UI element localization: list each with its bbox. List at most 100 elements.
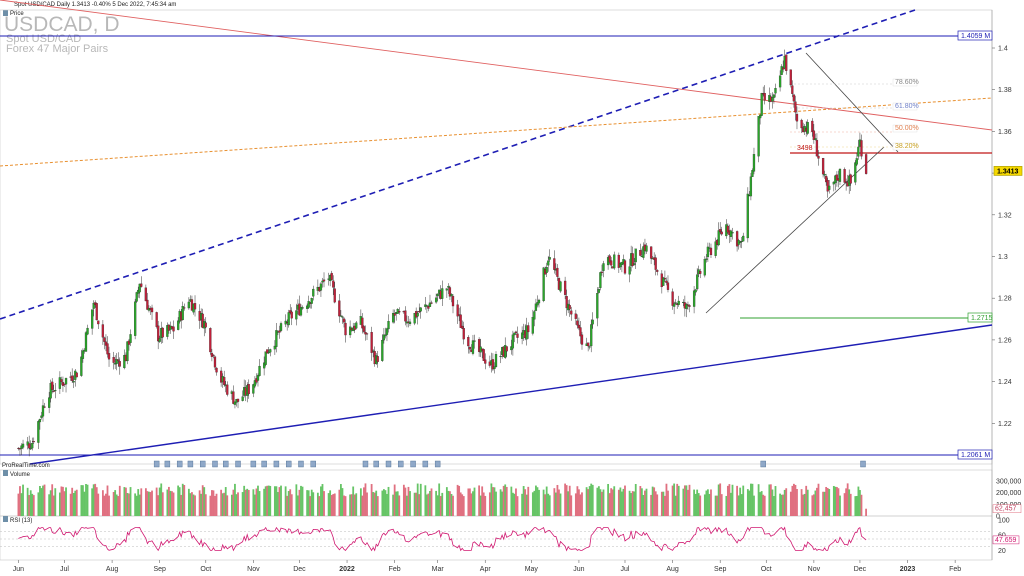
event-marker-icon[interactable]: [373, 460, 379, 468]
volume-bar: [714, 495, 717, 516]
volume-last-box: [992, 504, 1022, 513]
volume-series[interactable]: [17, 483, 867, 516]
volume-bar: [361, 495, 364, 516]
volume-bar: [395, 491, 398, 516]
event-marker-icon[interactable]: [410, 460, 416, 468]
long-term-dotted-line[interactable]: [0, 97, 993, 167]
volume-bar: [149, 492, 152, 516]
fibonacci-label-box: [892, 124, 918, 133]
candle-body: [789, 69, 792, 86]
event-marker-icon[interactable]: [176, 460, 183, 468]
candle-body: [812, 130, 815, 140]
event-marker-icon[interactable]: [285, 460, 292, 468]
volume-bar: [329, 490, 332, 516]
volume-bar: [742, 485, 745, 516]
volume-bar: [387, 486, 390, 516]
volume-bar: [94, 483, 97, 516]
volume-bar: [468, 488, 471, 516]
event-marker-icon[interactable]: [434, 460, 441, 468]
volume-bar: [277, 492, 279, 516]
event-marker-icon[interactable]: [760, 460, 766, 468]
candle-body: [599, 272, 602, 288]
volume-bar: [416, 483, 419, 516]
volume-bar: [490, 483, 493, 516]
candle-body: [161, 327, 164, 338]
volume-bar: [429, 491, 431, 516]
volume-bar: [384, 490, 387, 516]
event-marker-icon[interactable]: [310, 460, 316, 468]
event-marker-icon[interactable]: [250, 460, 257, 468]
candle-body: [279, 323, 283, 331]
candle-body: [40, 415, 43, 418]
candlestick-series[interactable]: [17, 49, 868, 457]
volume-bar: [258, 491, 261, 516]
volume-bar: [578, 489, 580, 516]
volume-bar: [287, 491, 290, 516]
volume-bar: [138, 494, 141, 516]
event-marker-icon[interactable]: [298, 460, 304, 468]
event-marker-icon[interactable]: [153, 460, 160, 468]
candle-body: [694, 289, 697, 293]
candle-body: [38, 419, 42, 423]
event-marker-icon[interactable]: [235, 460, 241, 468]
volume-bar: [85, 483, 87, 516]
rsi-panel-icon[interactable]: [3, 516, 8, 522]
volume-panel-icon[interactable]: [3, 470, 8, 476]
rsi-line[interactable]: [18, 526, 867, 552]
event-marker-icon[interactable]: [273, 460, 280, 468]
upper-channel-line[interactable]: [0, 9, 916, 320]
event-marker-icon[interactable]: [212, 460, 218, 468]
candle-body: [471, 340, 475, 354]
event-marker-icon[interactable]: [422, 460, 429, 468]
candle-body: [81, 350, 85, 359]
candle-body: [855, 158, 858, 165]
drawing-objects[interactable]: 78.60% 61.80% 50.00% 38.20% 3498: [0, 0, 993, 465]
candle-body: [247, 384, 250, 395]
event-marker-icon[interactable]: [164, 460, 171, 468]
candle-body: [223, 377, 226, 385]
event-marker-icon[interactable]: [187, 460, 194, 468]
wedge-upper-line[interactable]: [805, 52, 899, 153]
price-panel-icon[interactable]: [3, 10, 8, 16]
candle-body: [838, 168, 842, 182]
candle-body: [290, 311, 293, 319]
candle-body: [233, 401, 237, 405]
volume-bar: [817, 483, 820, 516]
volume-bar: [760, 491, 763, 516]
candle-body: [262, 362, 266, 369]
candle-body: [760, 93, 763, 116]
volume-bar: [814, 490, 817, 516]
volume-bar: [415, 492, 418, 516]
rsi-series[interactable]: [0, 526, 992, 552]
lower-channel-line[interactable]: [29, 324, 993, 465]
candle-body: [157, 325, 160, 342]
volume-bar: [134, 493, 137, 516]
volume-bar: [660, 491, 663, 516]
candle-body: [321, 280, 324, 283]
candle-body: [731, 232, 734, 234]
candle-body: [705, 258, 708, 260]
volume-bar: [671, 485, 674, 516]
volume-bar: [499, 489, 502, 516]
candle-body: [815, 140, 819, 157]
volume-bar: [522, 486, 525, 516]
volume-bar: [501, 491, 504, 516]
candle-body: [639, 250, 642, 256]
candle-body: [155, 312, 158, 327]
volume-bar: [198, 490, 201, 516]
rsi-tick-label: 100: [998, 518, 1010, 525]
event-marker-icon[interactable]: [199, 460, 206, 468]
event-marker-icon[interactable]: [261, 460, 267, 468]
event-marker-icon[interactable]: [385, 460, 392, 468]
candle-body: [204, 322, 207, 328]
event-marker-icon[interactable]: [398, 460, 404, 468]
event-marker-icon[interactable]: [223, 460, 229, 468]
volume-bar: [413, 492, 416, 516]
event-marker-icon[interactable]: [860, 460, 866, 468]
long-term-resistance-line[interactable]: [0, 0, 993, 131]
time-tick-label: Jul: [60, 566, 69, 573]
volume-bar: [545, 486, 548, 516]
event-marker-icon[interactable]: [362, 460, 369, 468]
volume-bar: [576, 486, 579, 516]
